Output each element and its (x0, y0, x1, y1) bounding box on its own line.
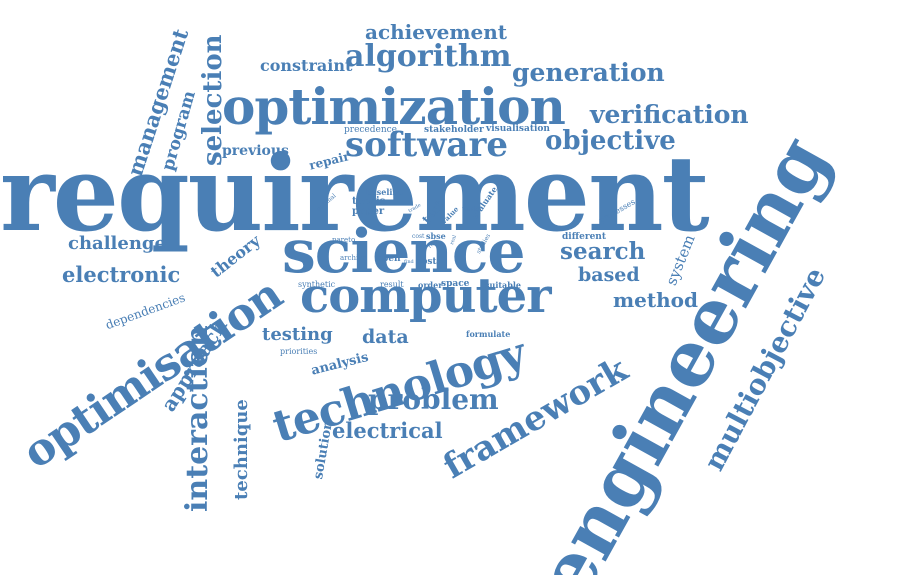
word-priorities: priorities (280, 347, 318, 356)
word-result: result (380, 280, 404, 289)
word-constraint: constraint (260, 56, 353, 75)
word-objective: objective (545, 126, 676, 156)
word-order: order (418, 280, 443, 290)
word-open: open (376, 254, 401, 264)
word-electronic: electronic (62, 262, 181, 287)
word-use: use (418, 243, 427, 249)
word-achievement: achievement (365, 20, 508, 44)
word-generation: generation (512, 58, 665, 87)
word-paper: paper (352, 206, 385, 217)
word-challenge: challenge (68, 233, 166, 254)
word-science: science (282, 217, 526, 287)
word-thesis: thesis (352, 196, 386, 207)
word-different: different (562, 232, 606, 242)
word-testing: testing (262, 324, 333, 345)
word-visualisation: visualisation (486, 124, 550, 134)
word-optimization: optimization (222, 77, 566, 136)
word-suitable: suitable (485, 280, 521, 290)
word-software: software (345, 125, 508, 165)
word-computer: computer (300, 268, 551, 324)
word-verification: verification (590, 100, 749, 129)
word-baseline: baseline (366, 187, 404, 197)
word-analysis: analysis (309, 349, 371, 379)
word-algorithm: algorithm (345, 39, 512, 74)
word-problem: problem (368, 383, 499, 416)
word-sbse: sbse (426, 231, 446, 241)
word-sbst: sbst (416, 257, 437, 267)
word-method: method (613, 288, 698, 312)
word-synthetic: synthetic (298, 280, 336, 289)
word-find: find (404, 259, 414, 265)
word-pareto: pareto (332, 236, 356, 244)
word-space: space (441, 279, 470, 289)
word-electrical: electrical (332, 418, 443, 443)
word-archive: archive (340, 254, 367, 262)
word-data: data (362, 326, 409, 348)
word-formulate: formulate (466, 329, 511, 339)
word-technique: technique (231, 399, 252, 500)
word-based: based (578, 264, 640, 286)
word-requirement: requirement (0, 132, 710, 255)
word-dependencies: dependencies (103, 290, 188, 333)
word-search: search (560, 238, 646, 265)
word-stakeholder: stakeholder (424, 125, 484, 135)
word-cost: cost (412, 233, 425, 240)
word-world: world (462, 206, 480, 213)
word-precedence: precedence (344, 125, 398, 135)
word-previous: previous (222, 143, 289, 159)
